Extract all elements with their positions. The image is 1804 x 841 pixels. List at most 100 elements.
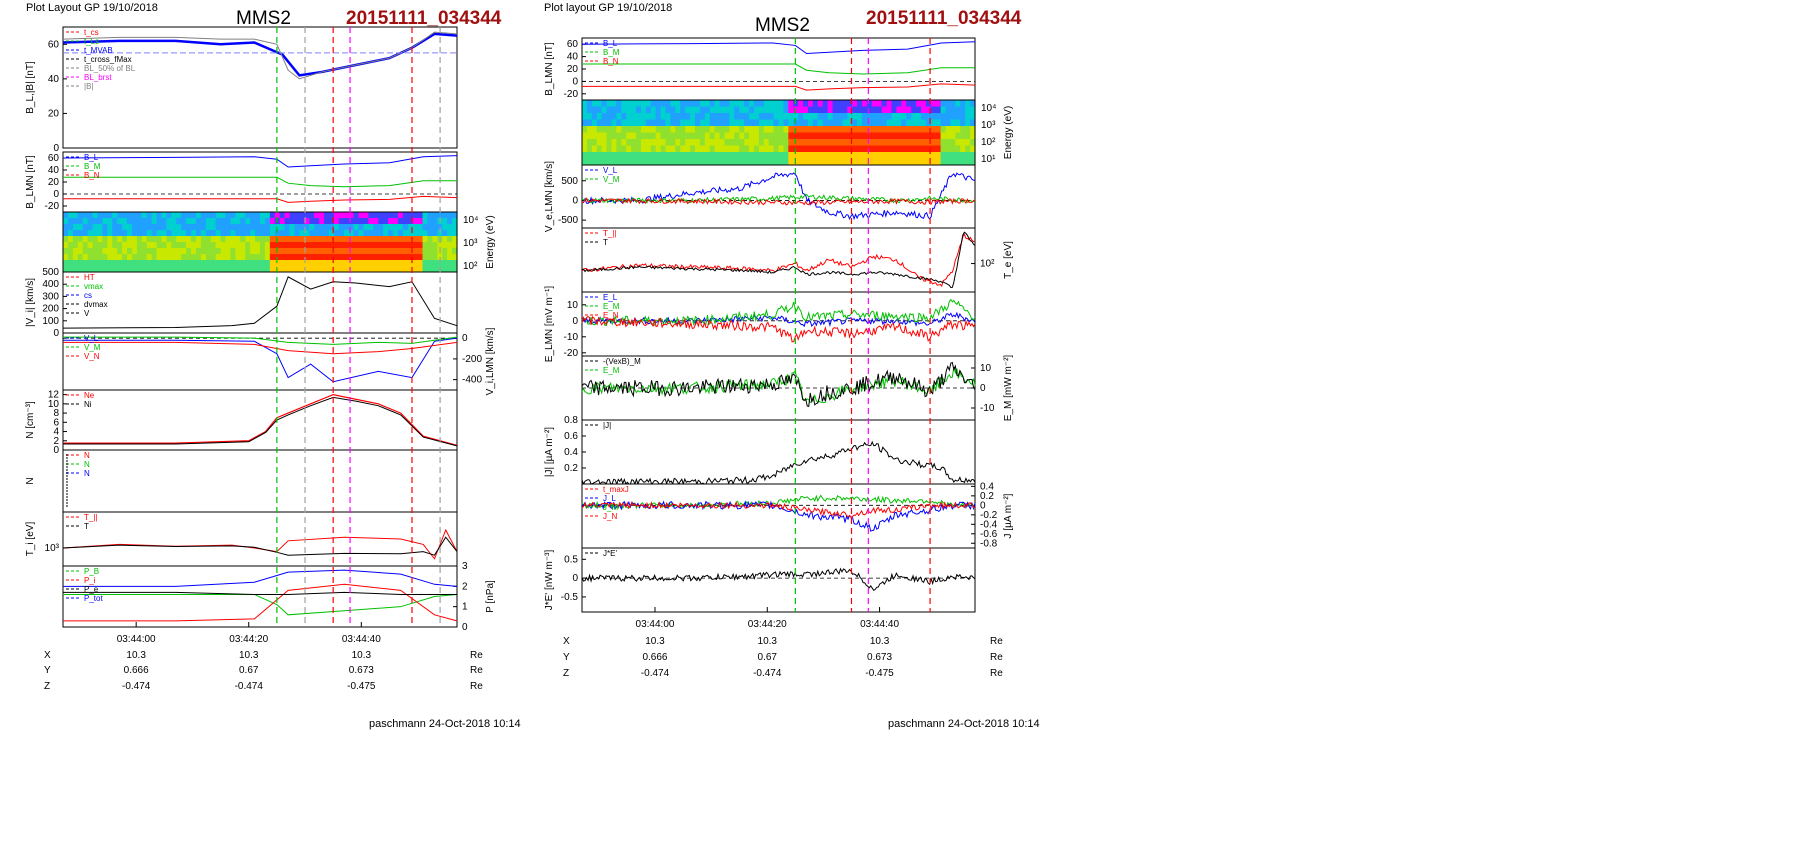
spectrogram-cell (965, 119, 971, 127)
spectrogram-tick-label: 10² (981, 137, 996, 148)
spectrogram-cell (690, 152, 696, 160)
spectrogram-cell (822, 158, 829, 166)
spectrogram-cell (97, 254, 103, 261)
spectrogram-cell (719, 139, 726, 147)
spectrogram-cell (200, 230, 207, 237)
spectrogram-cell (611, 113, 617, 121)
legend-label: T (84, 522, 89, 531)
spectrogram-cell (397, 218, 404, 225)
spectrogram-cell (373, 218, 379, 225)
spectrogram-cell (122, 254, 128, 261)
spectrogram-cell (427, 218, 433, 225)
spectrogram-cell (245, 254, 251, 261)
spectrogram-cell (812, 106, 819, 114)
spectrogram-cell (763, 139, 770, 147)
spectrogram-cell (67, 266, 74, 273)
spectrogram-cell (690, 126, 696, 134)
legend-label: V (84, 309, 90, 318)
y-tick-label: 2 (53, 436, 59, 447)
spectrogram-cell (822, 119, 829, 127)
spectrogram-cell (690, 106, 696, 114)
spectrogram-cell (891, 113, 897, 121)
spectrogram-cell (156, 218, 163, 225)
spectrogram-cell (793, 119, 799, 127)
spectrogram-cell (422, 224, 429, 231)
spectrogram-cell (768, 119, 775, 127)
spectrogram-cell (407, 266, 414, 273)
spectrogram-cell (582, 132, 588, 140)
spectrogram-cell (328, 236, 335, 243)
spectrogram-cell (621, 139, 627, 147)
spectrogram-cell (729, 100, 735, 108)
spectrogram-cell (798, 113, 804, 121)
spectrogram-cell (582, 100, 588, 108)
spectrogram-cell (916, 119, 922, 127)
spectrogram-cell (146, 266, 153, 273)
spectrogram-cell (690, 100, 696, 108)
spectrogram-cell (940, 119, 947, 127)
spectrogram-cell (87, 212, 94, 219)
spectrogram-cell (107, 260, 113, 267)
spectrogram-cell (822, 100, 829, 108)
spectrogram-cell (210, 236, 217, 243)
series-B-M (63, 176, 457, 188)
y-axis-label: P [nPa] (485, 580, 496, 613)
spectrogram-cell (876, 106, 883, 114)
left-spacecraft-title: MMS2 (236, 8, 291, 29)
legend-label: N (84, 460, 90, 469)
spectrogram-cell (235, 218, 241, 225)
spectrogram-cell (72, 242, 79, 249)
spectrogram-cell (82, 242, 89, 249)
spectrogram-cell (896, 119, 902, 127)
panel-frame (581, 547, 976, 613)
spectrogram-cell (422, 212, 429, 219)
spectrogram-cell (215, 218, 222, 225)
spectrogram-cell (714, 113, 721, 121)
spectrogram-cell (319, 242, 325, 249)
spectrogram-cell (901, 158, 907, 166)
spectrogram-cell (452, 236, 458, 243)
spectrogram-cell (250, 218, 256, 225)
spectrogram-cell (264, 236, 271, 243)
spectrogram-cell (230, 248, 236, 255)
spectrogram-cell (230, 236, 236, 243)
spectrogram-cell (319, 230, 325, 237)
series-Ni (63, 396, 458, 447)
spectrogram-cell (699, 132, 706, 140)
spectrogram-cell (640, 132, 647, 140)
spectrogram-cell (596, 113, 603, 121)
spectrogram-cell (230, 266, 236, 273)
spectrogram-cell (709, 132, 716, 140)
spectrogram-cell (294, 248, 300, 255)
legend-label: N (84, 469, 90, 478)
spectrogram-tick-label: 10⁴ (463, 215, 478, 226)
spectrogram-cell (378, 248, 384, 255)
orbit-value: -0.474 (235, 681, 264, 692)
spectrogram-cell (407, 224, 414, 231)
spectrogram-tick-label: 10³ (463, 238, 478, 249)
spectrogram-cell (626, 119, 632, 127)
y-tick-label: 0 (572, 573, 578, 584)
y-tick-label: 0 (572, 76, 578, 87)
spectrogram-cell (417, 212, 424, 219)
spectrogram-cell (655, 106, 662, 114)
legend-label: E_M (603, 366, 620, 375)
spectrogram-cell (250, 266, 256, 273)
orbit-value: -0.474 (641, 668, 670, 679)
spectrogram-cell (778, 132, 785, 140)
spectrogram-cell (616, 119, 622, 127)
spectrogram-cell (842, 132, 848, 140)
spectrogram-cell (324, 230, 330, 237)
spectrogram-cell (299, 230, 305, 237)
spectrogram-cell (156, 242, 163, 249)
spectrogram-cell (940, 139, 947, 147)
spectrogram-cell (940, 145, 947, 153)
spectrogram-cell (631, 145, 637, 153)
spectrogram-cell (886, 106, 893, 114)
spectrogram-cell (960, 158, 966, 166)
spectrogram-cell (333, 218, 340, 225)
spectrogram-cell (442, 236, 448, 243)
spectrogram-cell (847, 132, 853, 140)
spectrogram-cell (225, 224, 232, 231)
